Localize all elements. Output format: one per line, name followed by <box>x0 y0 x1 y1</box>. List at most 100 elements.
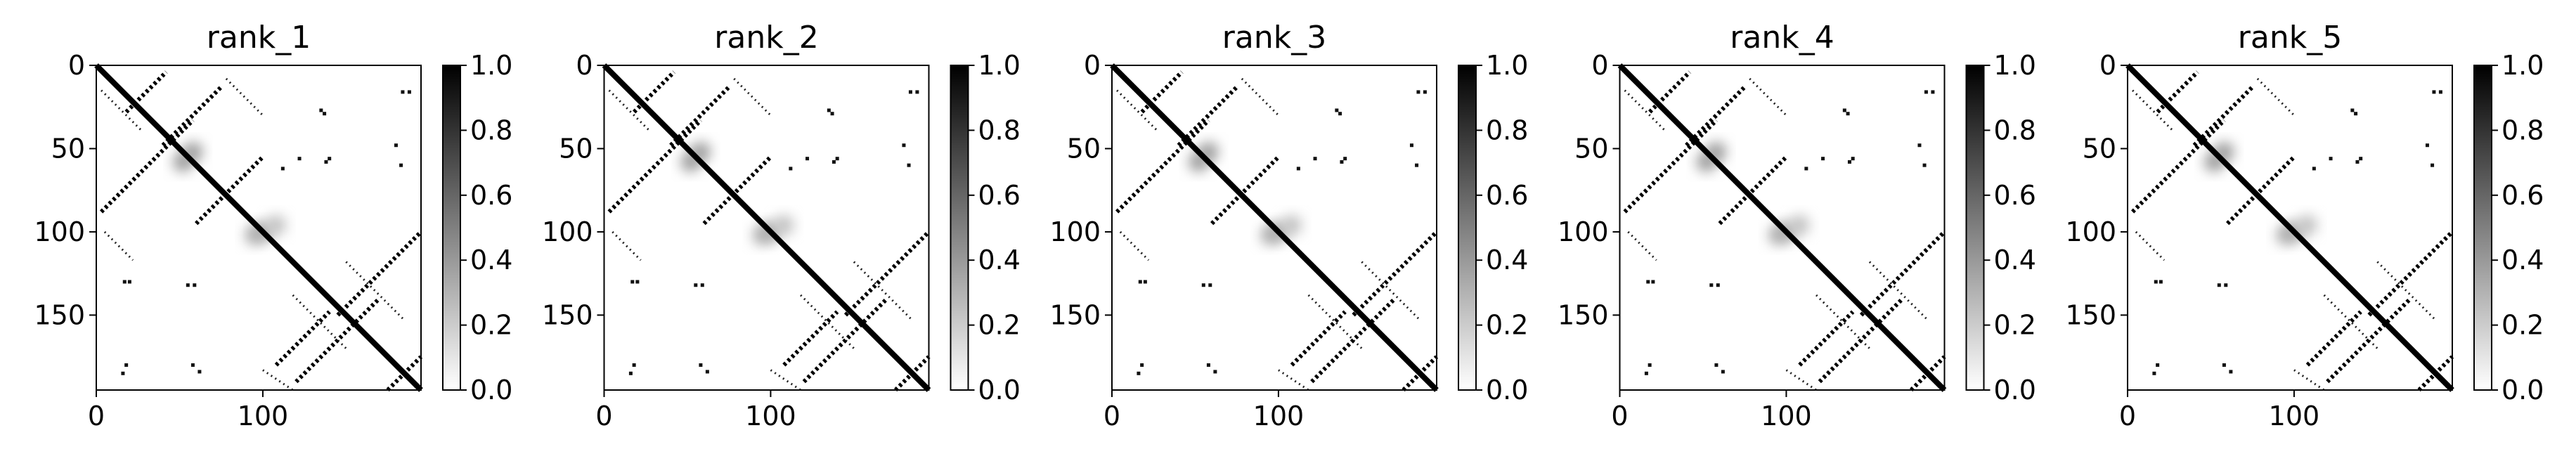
contact-speck <box>2350 108 2355 112</box>
colorbar-tick-label: 0.8 <box>1486 115 1528 145</box>
contact-band-parallel <box>225 77 264 117</box>
colorbar: 0.0 0.2 0.4 0.6 0.8 1.0 <box>442 50 512 405</box>
y-tick-label: 100 <box>542 216 593 247</box>
contact-speck <box>2224 283 2228 287</box>
contact-speck <box>831 160 836 164</box>
axes-frame <box>2127 65 2453 391</box>
contact-band-antiparallel <box>633 70 676 114</box>
heatmap-panel-2: rank_2 0 100 0 50 100 150 0.0 0.2 0.4 0.6 0.8 1.0 <box>542 20 1021 431</box>
contact-speck <box>394 143 398 148</box>
contact-speck <box>1644 371 1648 375</box>
colorbar-tick-label: 0.6 <box>1994 180 2036 211</box>
contact-speck <box>324 160 328 164</box>
panel-title: rank_4 <box>1730 20 1834 56</box>
contact-speck <box>328 157 332 161</box>
heatmap-image <box>2125 63 2454 392</box>
colorbar-tick-label: 0.4 <box>470 245 512 275</box>
contact-speck <box>2329 157 2333 161</box>
contact-speck <box>2438 90 2442 94</box>
contact-speck <box>1415 163 1419 167</box>
colorbar: 0.0 0.2 0.4 0.6 0.8 1.0 <box>2473 50 2544 405</box>
contact-band-antiparallel <box>1177 85 1238 147</box>
main-diagonal <box>1617 63 1947 392</box>
y-tick-label: 100 <box>34 216 85 247</box>
main-diagonal <box>94 63 423 392</box>
contact-band-antiparallel <box>295 297 381 384</box>
contact-speck <box>907 163 911 167</box>
contact-band-antiparallel <box>1798 310 1855 367</box>
contact-speck <box>1716 283 1720 287</box>
contact-band-antiparallel <box>782 310 839 367</box>
contact-speck <box>1847 160 1851 164</box>
contact-band-antiparallel <box>607 119 703 214</box>
y-tick-label: 150 <box>1049 299 1101 330</box>
contact-speck <box>186 283 190 287</box>
contact-band-parallel <box>103 230 134 261</box>
contact-speck <box>407 90 411 94</box>
contact-speck <box>827 108 831 112</box>
contact-speck <box>1343 157 1347 161</box>
contact-speck <box>694 283 698 287</box>
contact-speck <box>1201 283 1205 287</box>
contact-speck <box>902 143 906 148</box>
contact-blob <box>266 215 286 235</box>
colorbar-tick-label: 0.2 <box>1486 310 1528 341</box>
contact-speck <box>323 112 327 116</box>
x-tick-label: 0 <box>88 401 105 431</box>
heatmap-panel-5: rank_5 0 100 0 50 100 150 0.0 0.2 0.4 0.6 0.8 1.0 <box>2065 20 2544 431</box>
colorbar-tick-label: 0.4 <box>1994 245 2036 275</box>
contact-speck <box>2152 371 2156 375</box>
contact-speck <box>1338 112 1342 116</box>
contact-band-antiparallel <box>843 230 931 317</box>
contact-band-antiparallel <box>195 155 265 226</box>
contact-speck <box>1842 108 1846 112</box>
contact-speck <box>401 90 405 94</box>
contact-band-antiparallel <box>2156 70 2199 114</box>
contact-band-antiparallel <box>1352 230 1439 317</box>
x-tick-label: 0 <box>2119 401 2136 431</box>
colorbar-tick-label: 0.8 <box>1994 115 2036 145</box>
contact-speck <box>2425 143 2429 148</box>
panel-title: rank_3 <box>1222 20 1326 56</box>
contact-blob <box>1789 215 1810 235</box>
x-tick-label: 100 <box>1253 401 1305 431</box>
contact-speck <box>127 280 131 284</box>
x-tick-label: 100 <box>1761 401 1812 431</box>
contact-speck <box>1709 283 1714 287</box>
colorbar: 0.0 0.2 0.4 0.6 0.8 1.0 <box>1458 50 1528 405</box>
contact-speck <box>1922 163 1927 167</box>
axes-frame <box>1619 65 1946 391</box>
colorbar-gradient <box>442 65 461 391</box>
contact-speck <box>700 283 704 287</box>
colorbar-tick-label: 1.0 <box>1486 50 1528 81</box>
contact-speck <box>1804 167 1808 171</box>
contact-speck <box>830 112 834 116</box>
contact-band-antiparallel <box>2367 230 2454 317</box>
y-tick-label: 0 <box>68 50 85 81</box>
axes-frame <box>603 65 930 391</box>
contact-speck <box>635 280 640 284</box>
heatmap-image <box>94 63 423 392</box>
contact-speck <box>297 157 302 161</box>
contact-speck <box>2312 167 2316 171</box>
contact-speck <box>1651 280 1655 284</box>
contact-speck <box>1714 363 1719 367</box>
contact-band-parallel <box>2256 77 2295 117</box>
y-tick-label: 0 <box>576 50 593 81</box>
contact-band-antiparallel <box>336 230 423 317</box>
y-tick-label: 0 <box>1084 50 1101 81</box>
contact-speck <box>2359 157 2363 161</box>
contact-band-antiparallel <box>1718 155 1788 226</box>
contact-band-parallel <box>1241 77 1279 117</box>
contact-speck <box>2158 280 2163 284</box>
x-tick-label: 0 <box>1103 401 1120 431</box>
contact-speck <box>2432 90 2436 94</box>
contact-speck <box>2156 363 2160 367</box>
contact-band-parallel <box>1278 369 1309 391</box>
heatmap-image <box>1110 63 1439 392</box>
contact-band-parallel <box>2135 230 2166 261</box>
main-diagonal <box>602 63 931 392</box>
contact-speck <box>789 167 793 171</box>
contact-speck <box>1143 280 1147 284</box>
